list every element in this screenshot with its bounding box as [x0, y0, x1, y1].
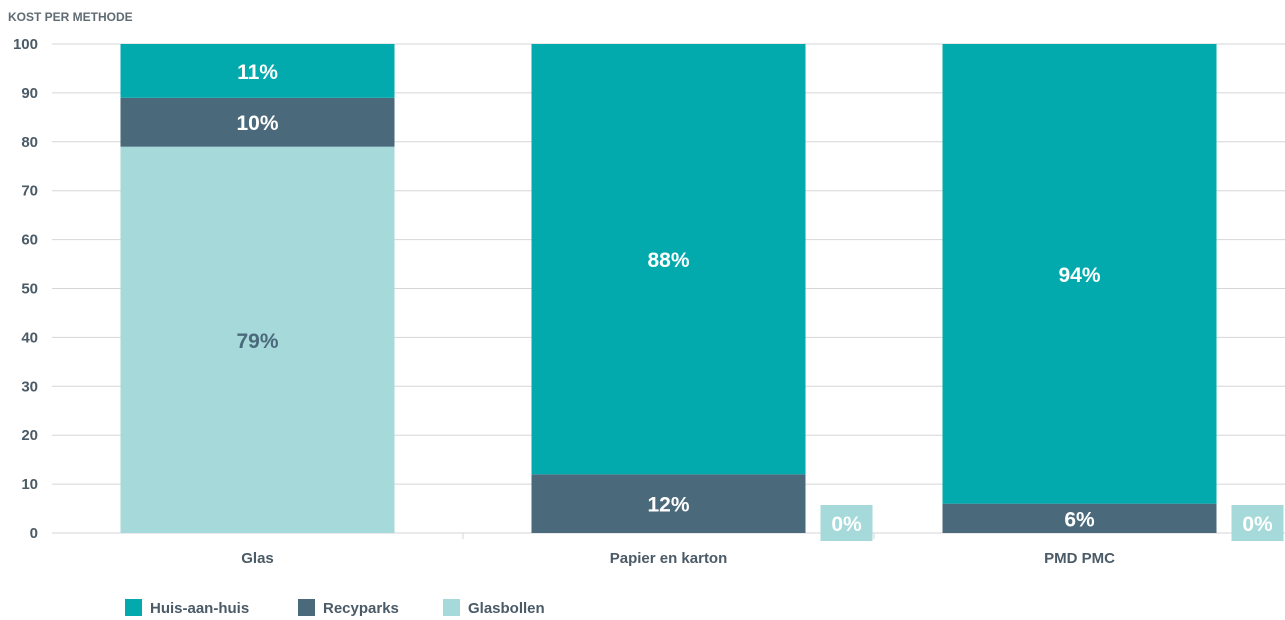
legend-label: Glasbollen	[468, 600, 545, 617]
data-label: 79%	[236, 330, 278, 353]
y-tick-label: 70	[21, 183, 38, 200]
bar-segment	[120, 97, 395, 147]
x-axis-ticks: Glas Papier en karton PMD PMC	[241, 533, 1115, 567]
x-tick-label: Papier en karton	[610, 550, 728, 567]
legend-swatch	[298, 599, 315, 616]
y-tick-label: 40	[21, 329, 38, 346]
y-tick-label: 100	[13, 36, 38, 53]
chart-title: KOST PER METHODE	[8, 10, 133, 24]
legend-label: Huis-aan-huis	[150, 600, 249, 617]
data-label: 0%	[831, 513, 862, 536]
zero-value-box	[1231, 505, 1284, 541]
y-tick-label: 20	[21, 427, 38, 444]
x-tick-label: Glas	[241, 550, 274, 567]
y-tick-label: 10	[21, 476, 38, 493]
bar-segment	[531, 44, 806, 475]
legend-swatch	[125, 599, 142, 616]
legend-label: Recyparks	[323, 600, 399, 617]
bar-segment	[120, 146, 395, 533]
y-tick-label: 30	[21, 378, 38, 395]
data-label: 0%	[1242, 513, 1273, 536]
x-tick-label: PMD PMC	[1044, 550, 1115, 567]
y-tick-label: 0	[30, 525, 38, 542]
y-tick-label: 90	[21, 85, 38, 102]
bar-segment	[942, 503, 1217, 533]
y-axis-ticks: 0 10 20 30 40 50 60 70 80 90 100	[13, 36, 38, 542]
legend: Huis-aan-huis Recyparks Glasbollen	[125, 599, 545, 617]
data-label: 10%	[236, 112, 278, 135]
data-label: 12%	[647, 494, 689, 517]
bars: 79% 10% 11% 0% 12% 88% 0% 6% 94%	[120, 44, 1284, 541]
data-label: 88%	[647, 249, 689, 272]
data-label: 6%	[1064, 508, 1095, 531]
bar-segment	[120, 44, 395, 98]
data-label: 11%	[237, 61, 278, 84]
zero-value-box	[820, 505, 873, 541]
y-tick-label: 60	[21, 232, 38, 249]
data-label: 94%	[1058, 264, 1100, 287]
bar-segment	[531, 474, 806, 533]
y-tick-label: 50	[21, 281, 38, 298]
bar-segment	[942, 44, 1217, 504]
y-tick-label: 80	[21, 134, 38, 151]
legend-swatch	[443, 599, 460, 616]
